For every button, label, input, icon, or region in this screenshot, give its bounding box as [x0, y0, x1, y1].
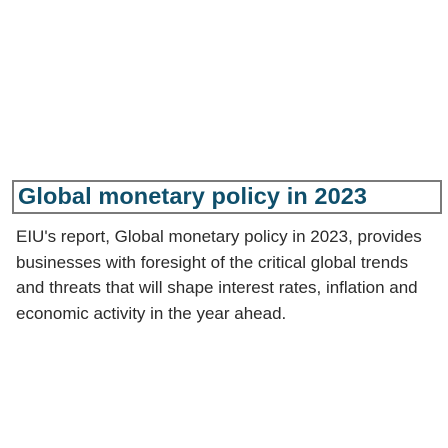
article-description: EIU's report, Global monetary policy in … — [16, 227, 422, 323]
article-card: Global monetary policy in 2023 EIU's rep… — [12, 180, 442, 326]
article-title-link[interactable]: Global monetary policy in 2023 — [18, 183, 368, 210]
title-link-focus-box[interactable]: Global monetary policy in 2023 — [12, 180, 442, 214]
